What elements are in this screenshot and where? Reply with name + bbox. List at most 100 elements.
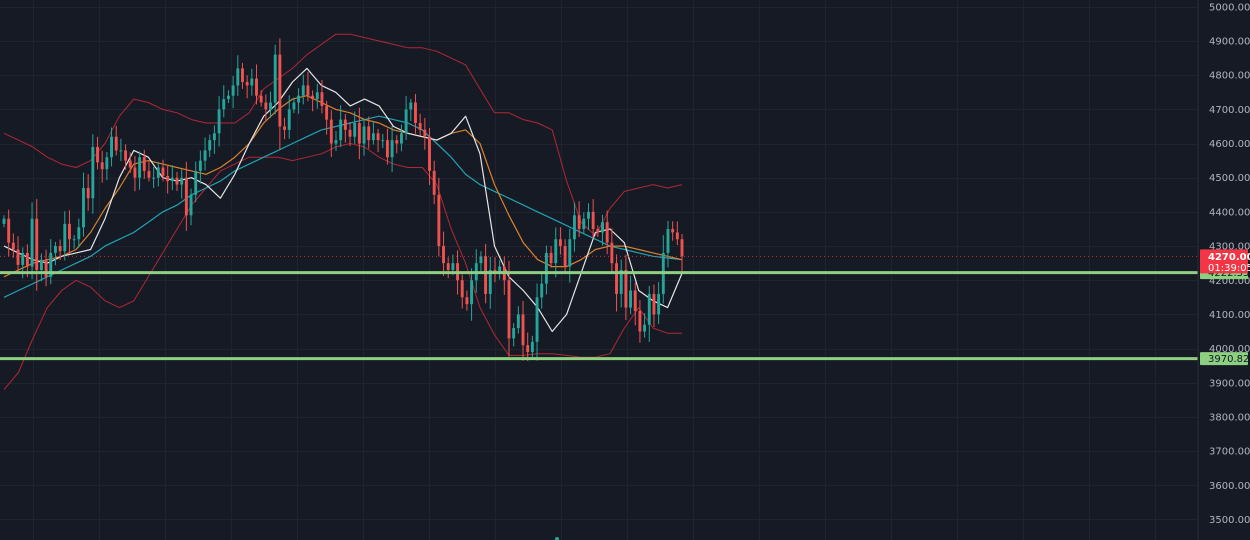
candle-body	[128, 160, 132, 168]
candle-body	[442, 246, 445, 264]
candle-body	[371, 133, 375, 141]
candle-body	[161, 167, 165, 177]
candle-body	[638, 311, 642, 332]
candle-body	[390, 140, 394, 158]
candle-body	[2, 218, 6, 224]
candle-body	[353, 123, 357, 137]
candle-body	[194, 170, 198, 195]
candle-body	[222, 99, 226, 110]
current-price-label: 4270.00	[1208, 252, 1250, 263]
candle-body	[540, 283, 544, 298]
candle-body	[484, 256, 488, 294]
candle-body	[147, 170, 151, 178]
candle-body	[619, 270, 623, 294]
candle-body	[119, 150, 123, 152]
candle-body	[82, 187, 85, 228]
y-tick-label: 4700.00	[1209, 105, 1250, 116]
candle-body	[587, 211, 590, 219]
candle-body	[498, 266, 502, 274]
candle-body	[526, 345, 530, 353]
candle-body	[535, 297, 539, 342]
candle-body	[530, 341, 534, 353]
bollinger-lower-line	[3, 143, 682, 390]
candle-body	[395, 140, 399, 144]
candle-body	[657, 293, 661, 315]
candle-body	[437, 194, 441, 247]
price-axis[interactable]: 5000.00 4900.00 4800.00 4700.00 4600.00 4500.…	[1209, 2, 1250, 526]
candle-body	[142, 157, 146, 171]
candle-body	[348, 129, 352, 137]
candle-body	[100, 162, 104, 170]
candle-body	[675, 232, 679, 240]
candle-body	[488, 270, 492, 294]
candle-body	[666, 228, 670, 253]
candle-body	[264, 102, 268, 110]
candle-body	[255, 78, 258, 96]
y-tick-label: 5000.00	[1209, 2, 1250, 13]
candle-body	[652, 293, 656, 315]
moving-average-slow-line	[3, 115, 683, 298]
y-tick-label: 3600.00	[1209, 481, 1250, 492]
candle-body	[376, 133, 380, 141]
candle-body	[110, 136, 113, 158]
candle-body	[563, 246, 567, 267]
candle-body	[21, 252, 25, 265]
candle-body	[423, 129, 427, 137]
candle-body	[671, 228, 675, 233]
candle-body	[596, 228, 600, 233]
candle-body	[241, 68, 244, 83]
candle-body	[414, 102, 417, 124]
candle-body	[25, 252, 29, 267]
y-tick-label: 4300.00	[1209, 242, 1250, 253]
candle-body	[432, 170, 436, 195]
candle-body	[301, 85, 305, 96]
candle-body	[292, 102, 296, 110]
y-tick-label: 4600.00	[1209, 139, 1250, 150]
candle-body	[343, 119, 347, 130]
candle-body	[133, 167, 137, 178]
candle-body	[44, 259, 48, 277]
candle-body	[451, 263, 455, 270]
candle-countdown-label: 01:39:05	[1208, 263, 1250, 274]
candle-body	[114, 136, 118, 151]
candle-body	[479, 256, 483, 264]
candle-body	[297, 95, 301, 103]
grid-lines	[0, 0, 1198, 540]
candle-body	[63, 223, 67, 252]
candle-body	[404, 109, 408, 134]
candle-body	[362, 126, 366, 144]
candle-body	[208, 140, 212, 151]
candle-body	[273, 54, 277, 103]
candle-body	[573, 215, 576, 240]
candle-body	[91, 146, 95, 199]
candle-body	[591, 211, 595, 229]
candle-body	[156, 167, 160, 178]
level-price-tag	[1200, 352, 1248, 366]
candle-body	[278, 54, 282, 127]
candle-body	[615, 263, 618, 294]
y-tick-label: 4900.00	[1209, 37, 1250, 48]
candle-body	[558, 239, 562, 247]
candle-body	[96, 146, 99, 163]
candle-body	[385, 140, 389, 158]
candle-body	[124, 150, 128, 161]
candle-body	[633, 290, 637, 312]
y-tick-label: 4000.00	[1209, 344, 1250, 355]
candle-body	[409, 102, 413, 110]
candle-body	[647, 293, 651, 325]
time-marker-dot-shape	[555, 537, 559, 540]
candle-body	[58, 246, 62, 252]
y-tick-label: 3800.00	[1209, 412, 1250, 423]
candle-body	[39, 259, 43, 270]
candle-body	[357, 123, 361, 144]
candle-body	[680, 239, 684, 257]
horizontal-levels[interactable]	[0, 255, 1198, 361]
candle-body	[189, 194, 193, 216]
y-tick-label: 4400.00	[1209, 207, 1250, 218]
candle-body	[311, 95, 315, 100]
candle-body	[428, 136, 431, 171]
y-tick-label: 4200.00	[1209, 276, 1250, 287]
